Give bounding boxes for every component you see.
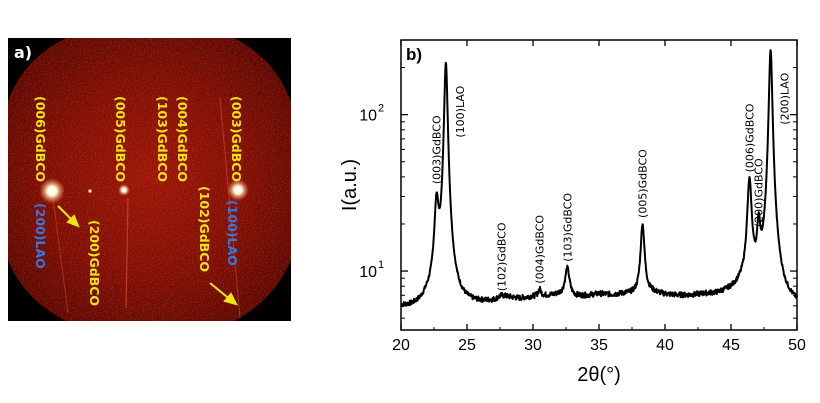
pattern-label: (006)GdBCO — [33, 96, 48, 182]
peak-label: (003)GdBCO — [431, 115, 444, 184]
panel-a-tag: a) — [14, 43, 32, 62]
peak-label: (006)GdBCO — [743, 103, 756, 172]
peak-label: (200)LAO — [779, 72, 792, 124]
x-tick-label: 20 — [392, 337, 410, 354]
peak-label: (005)GdBCO — [637, 149, 650, 218]
y-tick-exponent: 2 — [378, 103, 384, 115]
peak-label: (004)GdBCO — [534, 215, 547, 284]
x-tick-label: 25 — [458, 337, 476, 354]
x-axis-label: 2θ(°) — [577, 364, 621, 386]
pattern-label: (200)LAO — [33, 203, 48, 269]
x-tick-label: 40 — [656, 337, 674, 354]
pattern-label: (003)GdBCO — [229, 96, 244, 182]
xrd-series-line — [400, 49, 798, 308]
arrow-icon — [209, 282, 238, 306]
x-tick-label: 45 — [722, 337, 740, 354]
peak-label: (100)LAO — [454, 85, 467, 137]
x-tick-label: 35 — [590, 337, 608, 354]
spot-005 — [118, 184, 130, 196]
y-tick-label: 10 — [359, 108, 377, 125]
pattern-label: (103)GdBCO — [155, 96, 170, 182]
plot-frame — [400, 39, 798, 331]
pattern-label: (102)GdBCO — [197, 186, 212, 272]
x-tick-label: 50 — [788, 337, 806, 354]
pattern-label: (100)LAO — [225, 200, 240, 266]
y-axis-label: I(a.u.) — [339, 159, 361, 211]
spot-200-lao — [39, 178, 65, 204]
peak-label: (102)GdBCO — [495, 222, 508, 291]
panel-b-tag: b) — [406, 45, 422, 64]
pattern-label: (005)GdBCO — [113, 96, 128, 182]
y-tick-exponent: 1 — [378, 259, 384, 271]
peak-label: (103)GdBCO — [561, 193, 574, 262]
x-tick-label: 30 — [524, 337, 542, 354]
spot-small — [87, 188, 93, 194]
pattern-label: (004)GdBCO — [175, 96, 190, 182]
pattern-label: (200)GdBCO — [87, 220, 102, 306]
arrow-icon — [57, 205, 80, 228]
y-tick-label: 10 — [359, 264, 377, 281]
peak-label: (200)GdBCO — [753, 158, 766, 227]
spot-100-lao — [227, 179, 249, 201]
diffraction-image: a) (006)GdBCO (005)GdBCO (103)GdBCO (004)Gd… — [8, 38, 291, 321]
